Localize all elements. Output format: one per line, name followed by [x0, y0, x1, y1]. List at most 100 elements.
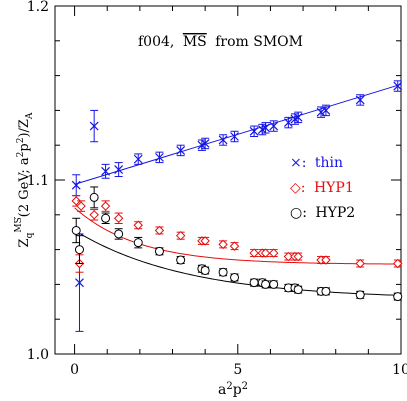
marker-circle — [269, 279, 279, 289]
x-tick-label: 10 — [392, 362, 407, 378]
data-point-hyp1 — [175, 230, 186, 241]
title-suffix: from SMOM — [215, 34, 303, 50]
marker-diamond — [393, 258, 403, 269]
marker-circle — [261, 279, 271, 289]
marker-circle — [218, 267, 228, 277]
data-point-hyp1 — [76, 200, 86, 212]
y-axis-label: ZqMS(2 GeV; a2p2)/ZA — [14, 112, 35, 247]
marker-circle — [176, 255, 186, 265]
marker-diamond — [154, 225, 165, 236]
data-point-hyp2 — [71, 217, 81, 244]
data-point-thin — [218, 134, 228, 146]
legend-thin-marker: × — [290, 155, 302, 171]
x-tick-label: 5 — [233, 362, 242, 378]
legend-hyp1-label: HYP1 — [314, 180, 354, 196]
data-point-hyp1 — [89, 209, 99, 221]
marker-cross — [114, 165, 124, 174]
marker-cross — [101, 166, 111, 176]
data-point-hyp1 — [133, 220, 143, 230]
legend: ×: thin ◇: HYP1 ○: HYP2 — [290, 155, 355, 221]
marker-cross — [283, 118, 293, 128]
data-point-hyp2 — [114, 228, 124, 240]
marker-diamond — [133, 220, 143, 230]
marker-diamond — [229, 241, 240, 251]
marker-diamond — [200, 236, 210, 246]
chart-title: f004, MS from SMOM — [138, 34, 303, 50]
marker-cross — [200, 139, 210, 148]
x-tick-label: 0 — [70, 362, 79, 378]
y-tick-label: 1.0 — [27, 347, 49, 363]
marker-circle — [200, 265, 210, 275]
data-point-thin — [249, 125, 259, 137]
marker-diamond — [283, 251, 294, 262]
marker-cross — [261, 123, 270, 133]
axis-ticks — [55, 5, 402, 355]
data-point-thin — [230, 130, 239, 143]
marker-cross — [269, 121, 279, 131]
data-point-thin — [176, 144, 186, 157]
data-points — [71, 80, 403, 332]
y-tick-label: 1.2 — [27, 0, 49, 15]
data-point-hyp1 — [200, 236, 210, 246]
data-point-hyp1 — [218, 239, 228, 250]
ylabel-z: Z — [17, 238, 32, 247]
marker-diamond — [260, 248, 271, 258]
data-point-hyp2 — [74, 235, 84, 265]
marker-diamond — [113, 213, 124, 223]
data-point-hyp1 — [316, 255, 326, 265]
data-point-hyp2 — [200, 265, 210, 275]
data-point-hyp2 — [230, 272, 240, 282]
marker-diamond — [293, 251, 303, 262]
marker-diamond — [249, 248, 259, 258]
marker-cross — [75, 278, 84, 288]
data-point-hyp2 — [321, 286, 331, 296]
data-point-thin — [155, 151, 164, 164]
legend-hyp2-sep: : — [302, 205, 307, 221]
marker-circle — [293, 285, 303, 295]
data-point-hyp1 — [113, 212, 124, 224]
marker-circle — [133, 238, 143, 248]
data-point-thin — [269, 120, 279, 132]
ylabel-sq2: 2 — [16, 138, 26, 144]
marker-cross — [230, 132, 239, 141]
ylabel-tail: )/Z — [17, 119, 32, 137]
ylabel-middle: (2 GeV; a — [17, 157, 32, 217]
marker-diamond — [175, 230, 186, 241]
ylabel-sup-ms: MS — [14, 217, 24, 232]
legend-hyp1-marker: ◇ — [290, 180, 301, 196]
legend-thin: ×: thin — [290, 155, 343, 171]
marker-cross — [293, 112, 303, 122]
data-point-hyp2 — [218, 267, 228, 277]
marker-cross — [89, 121, 99, 131]
marker-cross — [71, 180, 81, 190]
marker-circle — [89, 192, 99, 202]
marker-circle — [71, 225, 81, 235]
marker-diamond — [321, 255, 331, 265]
data-point-hyp2 — [355, 290, 365, 300]
data-point-thin — [393, 80, 403, 92]
data-point-hyp1 — [293, 251, 303, 262]
fit-curve-hyp2 — [74, 230, 402, 296]
data-point-hyp1 — [393, 258, 403, 269]
legend-hyp2-label: HYP2 — [315, 205, 355, 221]
data-point-hyp1 — [100, 200, 111, 212]
ylabel-p: p — [17, 143, 32, 151]
legend-hyp2: ○: HYP2 — [290, 205, 355, 221]
marker-cross — [355, 95, 365, 105]
data-point-thin — [316, 106, 326, 118]
data-point-thin — [114, 162, 124, 178]
y-tick-label: 1.1 — [27, 173, 49, 189]
marker-diamond — [76, 201, 86, 211]
marker-cross — [316, 107, 326, 117]
data-point-hyp1 — [249, 248, 259, 258]
ylabel-sub-a: A — [25, 112, 35, 120]
data-point-hyp1 — [260, 248, 271, 258]
data-point-hyp1 — [71, 195, 81, 207]
marker-diamond — [71, 196, 81, 206]
tick-labels: 0 5 10 1.0 1.1 1.2 — [27, 0, 407, 378]
data-point-hyp2 — [101, 212, 111, 224]
data-point-thin — [89, 109, 99, 143]
data-point-hyp2 — [261, 279, 271, 289]
